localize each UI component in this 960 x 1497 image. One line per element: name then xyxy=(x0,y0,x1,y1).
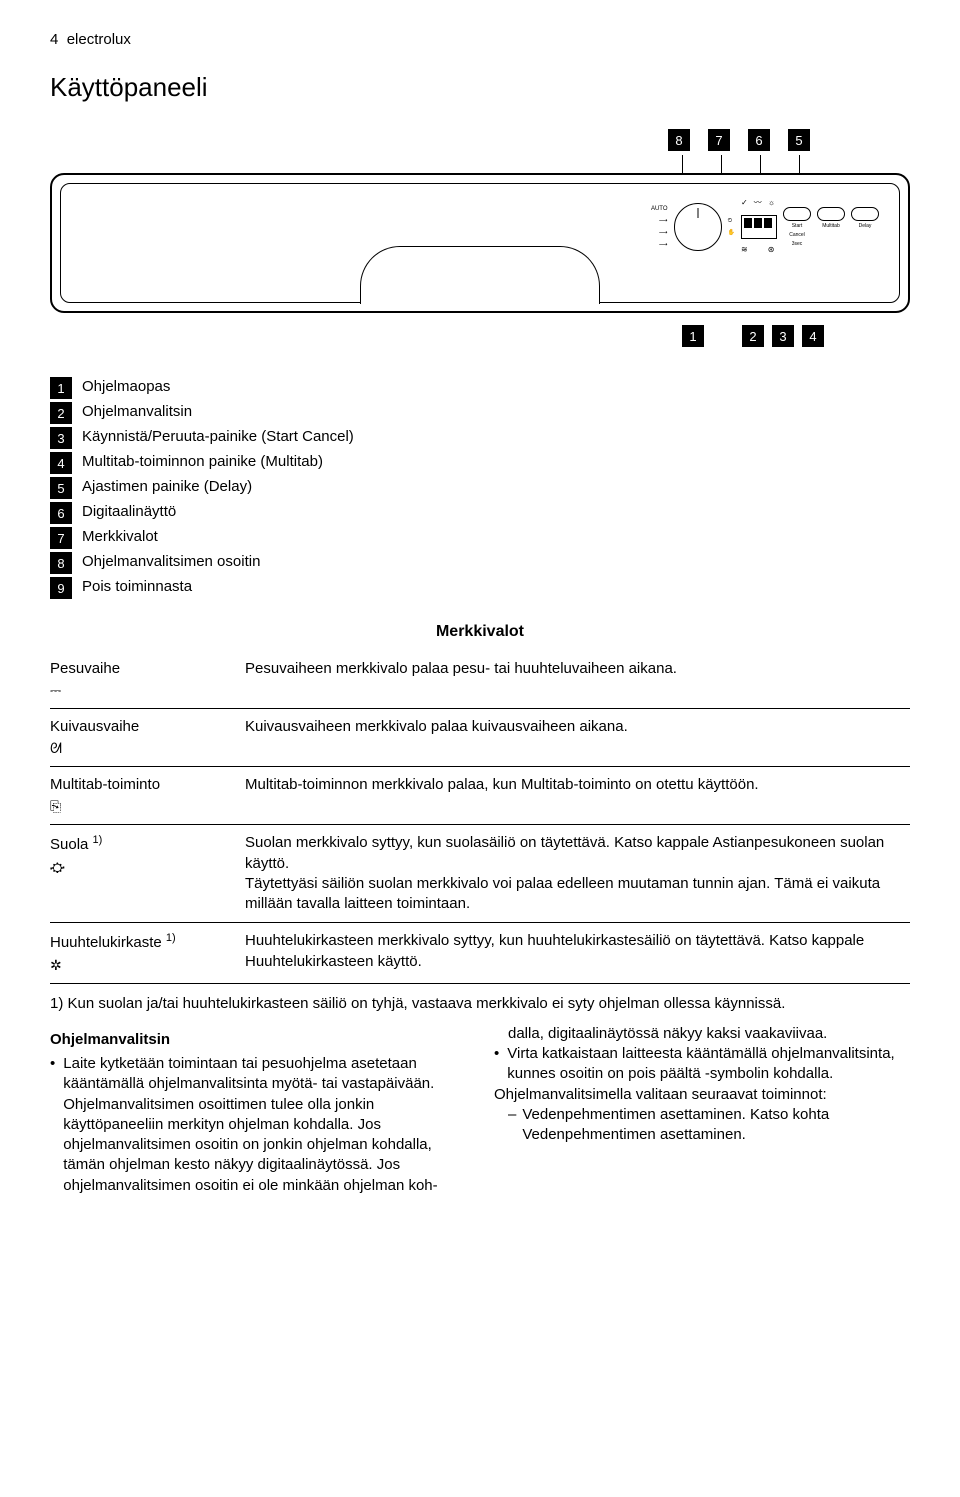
hand-icon: ✋ xyxy=(728,229,735,237)
multitab-icon: ⎘ xyxy=(50,797,225,816)
footnote-ref: 1) xyxy=(166,932,176,944)
wash-phase-icon: ⎓ xyxy=(50,681,225,700)
legend-num: 4 xyxy=(50,452,72,474)
legend-text: Ajastimen painike (Delay) xyxy=(82,477,252,497)
legend-num: 2 xyxy=(50,402,72,424)
wash-icon: ✓ xyxy=(741,198,748,209)
legend-num: 3 xyxy=(50,427,72,449)
delay-label: Delay xyxy=(859,223,872,230)
indicators-table: Pesuvaihe ⎓ Pesuvaiheen merkkivalo palaa … xyxy=(50,651,910,984)
bullet-icon: • xyxy=(494,1044,499,1085)
legend-num: 1 xyxy=(50,377,72,399)
body-text: Laite kytketään toimintaan tai pesuohjel… xyxy=(63,1054,466,1196)
callout-3: 3 xyxy=(772,325,794,347)
callout-8: 8 xyxy=(668,129,690,151)
callout-4: 4 xyxy=(802,325,824,347)
two-column-layout: Ohjelmanvalitsin • Laite kytketään toimi… xyxy=(50,1024,910,1196)
control-panel-figure: 8 7 6 5 AUTO ⟶ ⟶ ⟶ ⏲ ✋ xyxy=(50,129,910,347)
program-dial[interactable] xyxy=(674,203,722,251)
legend-text: Ohjelmanvalitsimen osoitin xyxy=(82,552,260,572)
top-callouts: 8 7 6 5 xyxy=(50,129,910,151)
delay-button[interactable] xyxy=(851,207,879,221)
brand: electrolux xyxy=(67,31,131,48)
legend-text: Pois toiminnasta xyxy=(82,577,192,597)
rinse-icon: 〰 xyxy=(754,198,762,209)
ind-label: Kuivausvaihe xyxy=(50,718,139,735)
bullet-icon: • xyxy=(50,1054,55,1196)
ind-desc: Kuivausvaiheen merkkivalo palaa kuivausv… xyxy=(245,717,910,758)
panel-controls: AUTO ⟶ ⟶ ⟶ ⏲ ✋ ✓ 〰 ☼ xyxy=(651,198,879,256)
dry-icon: ☼ xyxy=(768,198,775,209)
auto-label: AUTO xyxy=(651,205,668,213)
page-header: 4 electrolux xyxy=(50,30,910,50)
indicators-heading: Merkkivalot xyxy=(50,621,910,643)
clock-icon: ⏲ xyxy=(728,217,735,225)
ind-label: Huuhtelukirkaste xyxy=(50,934,166,951)
callout-7: 7 xyxy=(708,129,730,151)
page-number: 4 xyxy=(50,31,58,48)
subsection-title: Ohjelmanvalitsin xyxy=(50,1030,466,1050)
section-title: Käyttöpaneeli xyxy=(50,70,910,105)
callout-1: 1 xyxy=(682,325,704,347)
body-text: dalla, digitaalinäytössä näkyy kaksi vaa… xyxy=(494,1024,910,1044)
cancel-label: Cancel xyxy=(789,232,805,239)
panel-cutout xyxy=(360,246,600,304)
sec-label: 3sec xyxy=(792,241,803,248)
legend-list: 1 Ohjelmaopas 2 Ohjelmanvalitsin 3 Käynnist… xyxy=(50,377,910,599)
ind-desc: Multitab-toiminnon merkkivalo palaa, kun… xyxy=(245,775,910,816)
legend-num: 5 xyxy=(50,477,72,499)
ind-desc: Suolan merkkivalo syttyy, kun suolasäili… xyxy=(245,833,910,914)
dry-phase-icon: ᘛ xyxy=(50,739,225,758)
multitab-button[interactable] xyxy=(817,207,845,221)
dash-icon: – xyxy=(508,1105,516,1146)
body-text: Ohjelmanvalitsimella valitaan seuraavat … xyxy=(494,1085,910,1105)
legend-num: 7 xyxy=(50,527,72,549)
salt-icon: ⊛ xyxy=(768,245,775,256)
rinse-aid-icon: ✲ xyxy=(50,956,225,975)
legend-num: 6 xyxy=(50,502,72,524)
arrow-icon: ⟶ xyxy=(659,229,668,237)
callout-5: 5 xyxy=(788,129,810,151)
legend-num: 9 xyxy=(50,577,72,599)
legend-text: Merkkivalot xyxy=(82,527,158,547)
legend-text: Digitaalinäyttö xyxy=(82,502,176,522)
ind-label: Multitab-toiminto xyxy=(50,776,160,793)
legend-text: Ohjelmaopas xyxy=(82,377,170,397)
body-text: Virta katkaistaan laitteesta kääntämällä… xyxy=(507,1044,910,1085)
salt-icon: ⛮ xyxy=(50,858,225,877)
multitab-label: Multitab xyxy=(822,223,840,230)
digital-display xyxy=(741,215,777,239)
legend-text: Käynnistä/Peruuta-painike (Start Cancel) xyxy=(82,427,354,447)
callout-2: 2 xyxy=(742,325,764,347)
ind-label: Suola xyxy=(50,836,93,853)
ind-label: Pesuvaihe xyxy=(50,660,120,677)
arrow-icon: ⟶ xyxy=(659,217,668,225)
start-cancel-button[interactable] xyxy=(783,207,811,221)
footnote-ref: 1) xyxy=(93,834,103,846)
start-label: Start xyxy=(792,223,803,230)
legend-num: 8 xyxy=(50,552,72,574)
footnote: 1) Kun suolan ja/tai huuhtelukirkasteen … xyxy=(50,994,910,1014)
panel-outline: AUTO ⟶ ⟶ ⟶ ⏲ ✋ ✓ 〰 ☼ xyxy=(50,173,910,313)
legend-text: Ohjelmanvalitsin xyxy=(82,402,192,422)
heat-icon: ≋ xyxy=(741,245,748,256)
ind-desc: Huuhtelukirkasteen merkkivalo syttyy, ku… xyxy=(245,931,910,974)
bottom-callouts: 1 2 3 4 xyxy=(50,325,910,347)
ind-desc: Pesuvaiheen merkkivalo palaa pesu- tai h… xyxy=(245,659,910,700)
body-text: Vedenpehmentimen asettaminen. Katso koht… xyxy=(522,1105,910,1146)
legend-text: Multitab-toiminnon painike (Multitab) xyxy=(82,452,323,472)
callout-6: 6 xyxy=(748,129,770,151)
arrow-icon: ⟶ xyxy=(659,241,668,249)
